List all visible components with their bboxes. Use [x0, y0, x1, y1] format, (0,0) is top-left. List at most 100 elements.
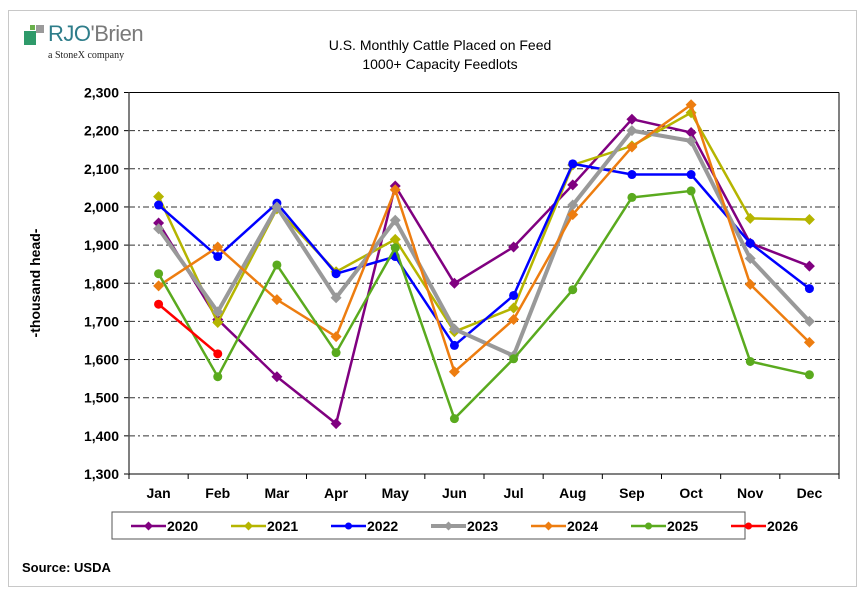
legend-marker [144, 521, 153, 531]
data-point [448, 277, 460, 289]
data-point [213, 252, 223, 262]
data-point [508, 241, 520, 253]
legend-item-2022: 2022 [331, 518, 398, 534]
logo-brand-text: RJO'Brien [48, 21, 144, 46]
series-2023 [153, 125, 815, 362]
data-point [685, 99, 697, 111]
data-point [567, 209, 579, 221]
legend-label: 2021 [267, 518, 298, 534]
data-point [331, 269, 341, 279]
data-point [509, 354, 519, 364]
x-tick-label: Apr [324, 485, 349, 501]
data-point [330, 331, 342, 343]
data-point [213, 349, 223, 359]
series-2026 [154, 299, 223, 359]
legend-label: 2023 [467, 518, 498, 534]
legend-label: 2024 [567, 518, 598, 534]
data-point [803, 315, 815, 327]
data-point [627, 170, 637, 180]
x-tick-label: Oct [679, 485, 703, 501]
data-point [330, 418, 342, 430]
x-tick-label: Sep [619, 485, 645, 501]
legend-label: 2020 [167, 518, 198, 534]
legend-marker [745, 522, 752, 530]
data-point [154, 299, 164, 309]
data-point [271, 371, 283, 383]
data-point [745, 238, 755, 248]
data-point [685, 127, 697, 139]
x-tick-label: May [382, 485, 409, 501]
legend-item-2024: 2024 [531, 518, 598, 534]
x-tick-labels: Jan Feb Mar Apr May Jun Jul Aug Sep Oct Nov Dec [147, 485, 823, 501]
y-tick-label: 1,600 [84, 352, 119, 368]
data-point [272, 260, 282, 270]
data-point [804, 284, 814, 294]
legend-item-2020: 2020 [131, 518, 198, 534]
data-point [745, 356, 755, 366]
data-point [212, 241, 224, 253]
series-line-2020 [157, 117, 810, 426]
data-point [449, 414, 459, 424]
series-line-2024 [157, 102, 811, 374]
data-point [803, 214, 815, 226]
data-point [389, 214, 401, 226]
y-tick-label: 1,500 [84, 390, 119, 406]
legend-item-2023: 2023 [431, 518, 498, 534]
data-point [508, 302, 520, 314]
data-point [803, 336, 815, 348]
legend: 2020 2021 2022 2023 2024 2025 2026 [111, 511, 798, 540]
data-point [567, 179, 579, 191]
data-point [448, 323, 460, 335]
chart-subtitle: 1000+ Capacity Feedlots [362, 56, 518, 72]
data-point [212, 317, 224, 329]
data-point [627, 192, 637, 202]
y-tick-label: 2,300 [84, 85, 119, 101]
data-point [568, 285, 578, 295]
data-point [271, 201, 283, 213]
data-point [389, 184, 401, 196]
data-point [153, 191, 165, 203]
chart-title-block: U.S. Monthly Cattle Placed on Feed 1000+… [250, 36, 630, 74]
series-line-2025 [157, 189, 810, 421]
axes [124, 92, 840, 479]
x-tick-label: Nov [737, 485, 764, 501]
data-point [685, 135, 697, 147]
data-point [626, 113, 638, 125]
data-point [568, 159, 578, 169]
legend-marker [244, 521, 253, 531]
data-point [153, 280, 165, 292]
x-tick-label: Dec [797, 485, 823, 501]
data-point [626, 141, 638, 153]
series-line-2026 [157, 303, 219, 355]
data-point [744, 212, 756, 224]
y-tick-label: 2,200 [84, 123, 119, 139]
data-point [330, 292, 342, 304]
legend-marker [645, 522, 652, 530]
gridlines [129, 130, 839, 437]
series-2021 [153, 107, 815, 338]
x-tick-label: Jun [442, 485, 467, 501]
legend-item-2026: 2026 [731, 518, 798, 534]
series-2025 [154, 186, 814, 424]
data-point [448, 366, 460, 378]
data-point [626, 125, 638, 137]
legend-label: 2022 [367, 518, 398, 534]
legend-item-2021: 2021 [231, 518, 298, 534]
legend-marker [444, 521, 453, 531]
data-point [154, 200, 164, 210]
data-point [744, 252, 756, 264]
source-note: Source: USDA [22, 560, 111, 575]
data-point [390, 243, 400, 253]
x-tick-label: Mar [264, 485, 289, 501]
x-tick-label: Jul [503, 485, 523, 501]
x-tick-label: Aug [559, 485, 586, 501]
y-tick-label: 1,900 [84, 237, 119, 253]
logo-tagline: a StoneX company [48, 50, 125, 61]
data-point [213, 372, 223, 382]
legend-label: 2026 [767, 518, 798, 534]
data-point [449, 340, 459, 350]
series-group [153, 99, 815, 430]
data-point [331, 348, 341, 358]
series-2020 [153, 113, 815, 430]
